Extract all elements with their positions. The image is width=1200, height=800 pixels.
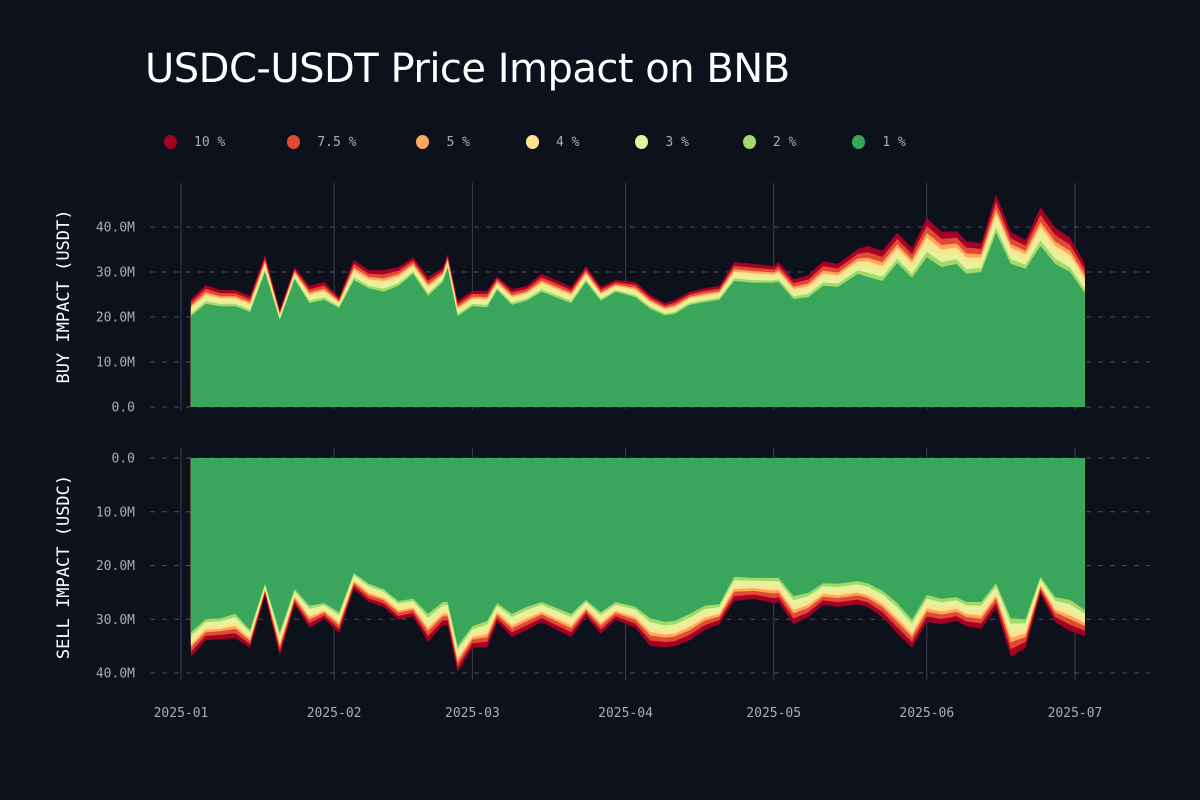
legend-label: 5 % [446, 134, 470, 150]
y-tick-label: 20.0M [96, 311, 135, 326]
legend-item: 2 % [742, 134, 797, 150]
x-tick-label: 2025-03 [445, 706, 500, 721]
y-tick-label: 20.0M [96, 559, 135, 574]
x-tick-label: 2025-05 [746, 706, 801, 721]
y-axis-label: SELL IMPACT (USDC) [54, 475, 74, 659]
legend-label: 7.5 % [317, 134, 357, 150]
legend-label: 10 % [194, 134, 226, 150]
legend-item: 5 % [416, 134, 470, 150]
legend-swatch [742, 135, 756, 149]
x-tick-label: 2025-02 [307, 706, 362, 721]
x-tick-label: 2025-01 [154, 706, 209, 721]
y-tick-label: 0.0 [112, 452, 135, 467]
y-axis-label: BUY IMPACT (USDT) [54, 210, 74, 384]
legend-item: 1 % [852, 134, 906, 150]
legend-item: 4 % [525, 134, 580, 150]
chart-title: USDC-USDT Price Impact on BNB [145, 46, 790, 92]
y-tick-label: 30.0M [96, 613, 135, 628]
legend-item: 3 % [635, 134, 689, 150]
x-tick-label: 2025-06 [899, 706, 954, 721]
y-tick-label: 10.0M [96, 356, 135, 371]
y-tick-label: 40.0M [96, 221, 135, 236]
y-tick-label: 40.0M [96, 667, 135, 682]
legend-label: 1 % [882, 134, 906, 150]
legend-swatch [164, 135, 177, 149]
x-tick-label: 2025-07 [1048, 706, 1103, 721]
legend-item: 10 % [164, 135, 225, 150]
y-tick-label: 10.0M [96, 505, 135, 520]
y-tick-label: 30.0M [96, 266, 135, 281]
legend-label: 2 % [772, 134, 797, 150]
legend-swatch [525, 135, 539, 149]
legend-item: 7.5 % [287, 135, 356, 150]
legend-label: 3 % [665, 134, 689, 150]
area-band-1pct [190, 458, 1085, 647]
legend-label: 4 % [555, 134, 580, 150]
legend-swatch [287, 135, 301, 149]
legend: 10 % 7.5 % 5 % 4 % 3 % 2 % 1 % [164, 133, 906, 151]
legend-swatch [416, 135, 430, 149]
x-tick-label: 2025-04 [598, 706, 653, 721]
area-band-1pct [190, 232, 1085, 407]
legend-swatch [852, 135, 866, 149]
y-tick-label: 0.0 [112, 401, 135, 416]
legend-swatch [635, 135, 649, 149]
